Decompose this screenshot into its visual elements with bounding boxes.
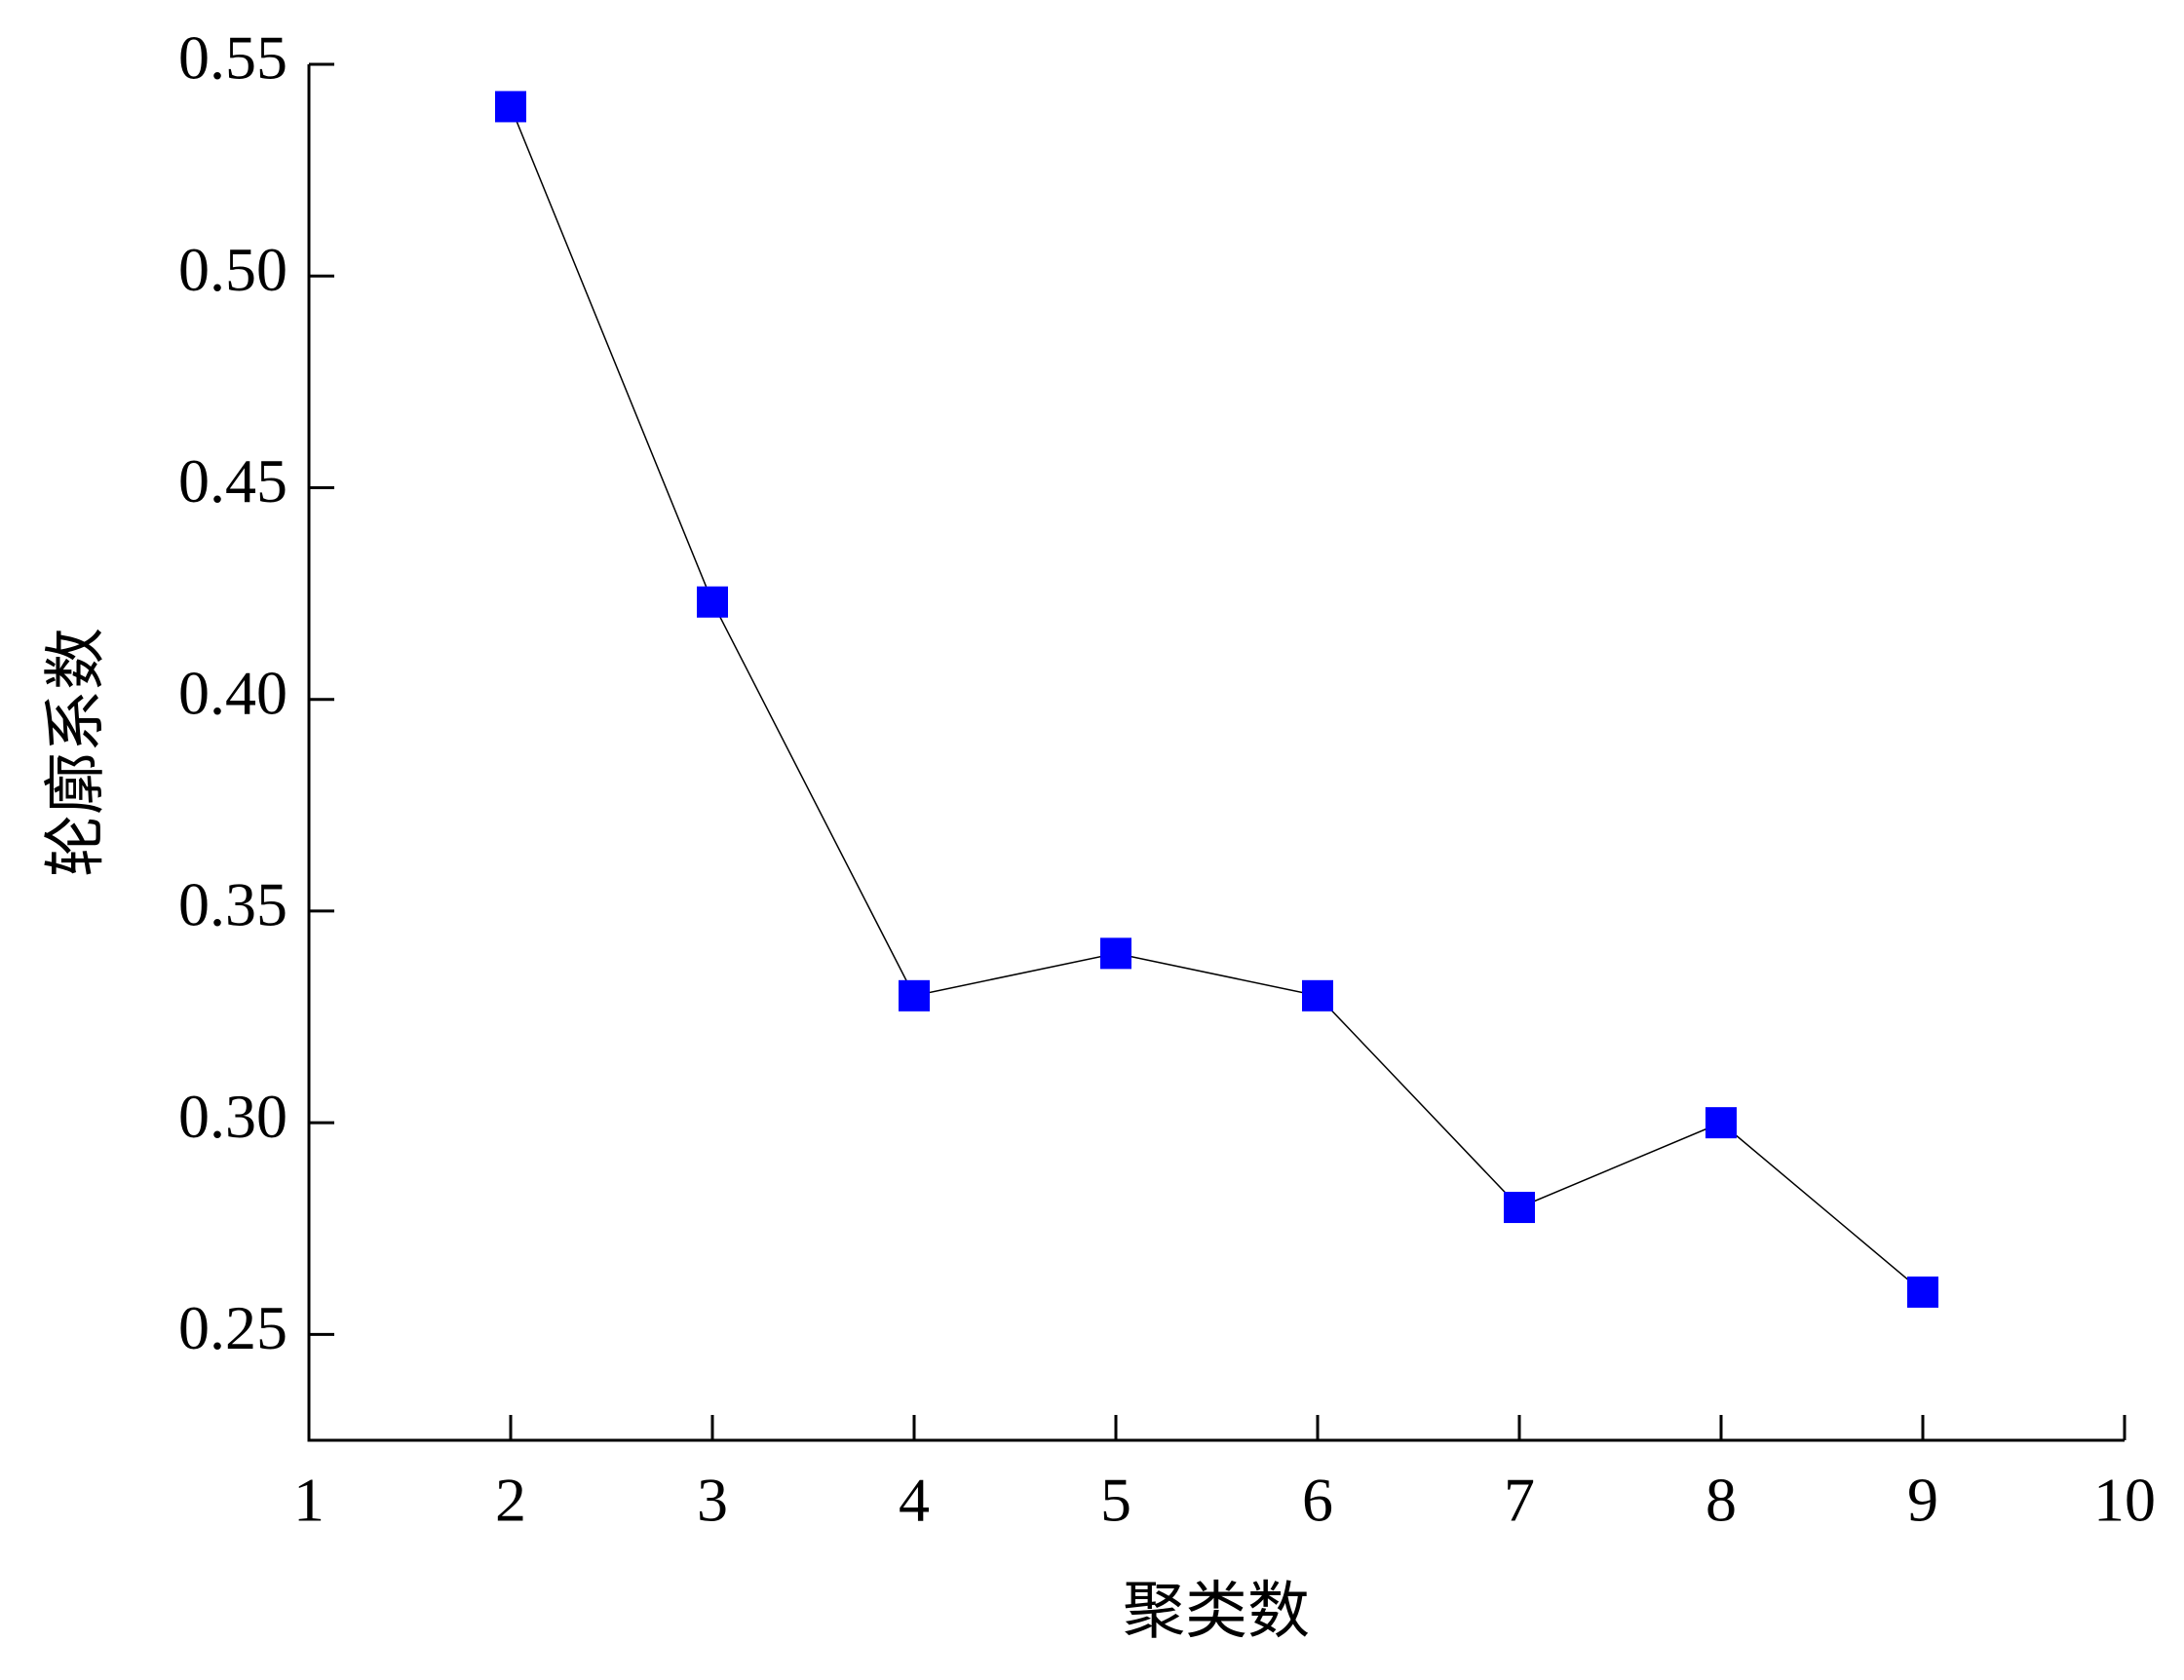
x-tick-label: 7 <box>1504 1466 1535 1535</box>
marker <box>1907 1276 1938 1308</box>
y-tick-label: 0.30 <box>178 1082 287 1151</box>
marker <box>1705 1107 1737 1139</box>
marker <box>697 586 728 618</box>
x-tick-label: 8 <box>1705 1466 1737 1535</box>
x-tick-label: 10 <box>2093 1466 2156 1535</box>
y-tick-label: 0.55 <box>178 23 287 93</box>
x-axis-label: 聚类数 <box>1123 1577 1310 1646</box>
x-tick-label: 5 <box>1100 1466 1131 1535</box>
x-tick-label: 3 <box>697 1466 728 1535</box>
y-tick-label: 0.35 <box>178 870 287 939</box>
x-tick-label: 1 <box>293 1466 325 1535</box>
marker <box>1100 937 1131 970</box>
marker <box>899 979 930 1012</box>
y-tick-label: 0.40 <box>178 658 287 727</box>
marker <box>1302 979 1333 1012</box>
y-tick-label: 0.25 <box>178 1293 287 1362</box>
y-tick-label: 0.45 <box>178 446 287 515</box>
series-line <box>510 106 1924 1293</box>
x-tick-label: 9 <box>1907 1466 1938 1535</box>
y-tick-label: 0.50 <box>178 235 287 304</box>
x-tick-label: 2 <box>495 1466 526 1535</box>
marker <box>1504 1192 1535 1224</box>
x-tick-label: 4 <box>899 1466 930 1535</box>
marker <box>495 91 526 123</box>
y-axis-label: 轮廓系数 <box>42 628 111 877</box>
x-tick-label: 6 <box>1302 1466 1333 1535</box>
